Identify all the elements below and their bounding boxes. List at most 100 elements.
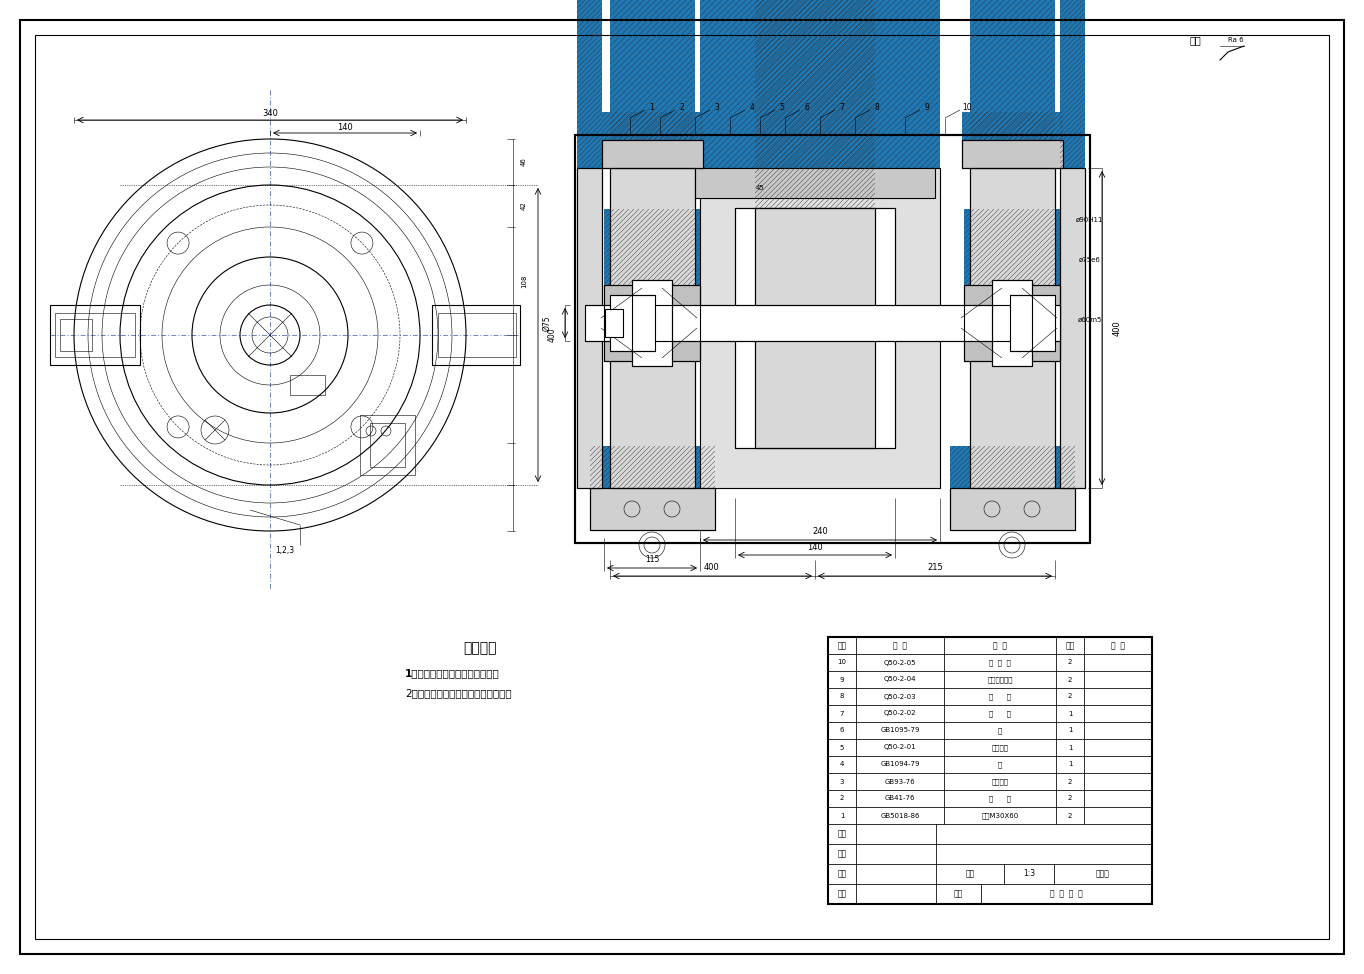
Bar [1056, 637, 1084, 654]
Text: 1: 1 [840, 812, 844, 818]
Bar [857, 671, 944, 688]
Bar [857, 884, 936, 904]
Text: 班级: 班级 [837, 889, 847, 898]
Text: 其余: 其余 [1189, 35, 1200, 45]
Text: 1: 1 [1068, 710, 1072, 717]
Bar [962, 112, 1063, 140]
Bar [828, 790, 857, 807]
Bar [857, 756, 944, 773]
Bar [828, 654, 857, 671]
Bar [1056, 705, 1084, 722]
Bar [949, 488, 1075, 530]
Text: 400: 400 [1113, 320, 1121, 336]
Bar [1084, 654, 1153, 671]
Bar [50, 305, 140, 365]
Bar [944, 756, 1056, 773]
Text: 零      贯: 零 贯 [989, 693, 1011, 699]
Bar [610, 295, 655, 351]
Circle shape [1004, 537, 1020, 553]
Bar [756, 208, 874, 448]
Text: 1: 1 [1068, 728, 1072, 733]
Bar [964, 209, 1060, 285]
Bar [1056, 722, 1084, 739]
Text: 1、装配前，所有部件进行清洗；: 1、装配前，所有部件进行清洗； [405, 668, 499, 678]
Text: ø75e6: ø75e6 [1079, 257, 1101, 263]
Bar [60, 319, 91, 351]
Bar [1056, 756, 1084, 773]
Text: 1: 1 [1068, 762, 1072, 768]
Text: 备  注: 备 注 [1112, 641, 1125, 650]
Bar [1084, 807, 1153, 824]
Text: 车轮组: 车轮组 [1097, 870, 1110, 879]
Bar [577, 168, 602, 488]
Bar [1056, 773, 1084, 790]
Text: Ra 6: Ra 6 [1228, 37, 1244, 43]
Text: 共  张  第  张: 共 张 第 张 [1050, 889, 1083, 898]
Text: 7: 7 [840, 102, 844, 111]
Text: 2: 2 [840, 796, 844, 802]
Text: Q50-2-02: Q50-2-02 [884, 710, 917, 717]
Text: 2: 2 [1068, 778, 1072, 784]
Bar [949, 488, 1075, 530]
Bar [756, 208, 874, 448]
Text: 45: 45 [756, 185, 764, 191]
Text: 400: 400 [547, 327, 557, 342]
Text: 42: 42 [521, 202, 527, 210]
Bar [857, 722, 944, 739]
Bar [1056, 807, 1084, 824]
Text: ø90H11: ø90H11 [1076, 217, 1103, 223]
Bar [857, 637, 944, 654]
Bar [828, 671, 857, 688]
Bar [577, 168, 602, 488]
Text: 400: 400 [704, 564, 720, 573]
Bar [962, 140, 1063, 168]
Text: 6: 6 [805, 102, 809, 111]
Bar [936, 864, 1004, 884]
Bar [944, 773, 1056, 790]
Bar [1084, 739, 1153, 756]
Text: 6: 6 [840, 728, 844, 733]
Bar [936, 884, 981, 904]
Bar [604, 285, 700, 361]
Bar [610, 168, 696, 488]
Bar [438, 313, 516, 357]
Text: ø60m5: ø60m5 [1078, 317, 1102, 323]
Bar [610, 168, 696, 488]
Bar [857, 654, 944, 671]
Bar [828, 807, 857, 824]
Bar [828, 688, 857, 705]
Bar [700, 168, 940, 488]
Text: Q50-2-01: Q50-2-01 [884, 744, 917, 751]
Bar [964, 285, 1060, 361]
Text: Q50-2-05: Q50-2-05 [884, 659, 917, 665]
Text: 复核: 复核 [837, 849, 847, 858]
Bar [1084, 688, 1153, 705]
Bar [432, 305, 520, 365]
Bar [857, 807, 944, 824]
Text: 法  兰  口: 法 兰 口 [989, 659, 1011, 666]
Bar [1060, 168, 1084, 488]
Text: 序号: 序号 [837, 641, 847, 650]
Text: GB5018-86: GB5018-86 [880, 812, 919, 818]
Bar [291, 375, 325, 395]
Text: 比例: 比例 [966, 870, 975, 879]
Bar [944, 807, 1056, 824]
Bar [1084, 637, 1153, 654]
Bar [585, 305, 1060, 341]
Text: 140: 140 [807, 543, 822, 551]
Bar [632, 280, 672, 366]
Text: 圆锥滚子轴承: 圆锥滚子轴承 [988, 676, 1012, 683]
Text: Q50-2-04: Q50-2-04 [884, 677, 917, 683]
Bar [576, 135, 1090, 543]
Text: 46: 46 [521, 158, 527, 167]
Bar [604, 209, 700, 285]
Bar [828, 756, 857, 773]
Bar [828, 637, 857, 654]
Text: 螺栓M30X60: 螺栓M30X60 [981, 812, 1019, 819]
Bar [857, 739, 944, 756]
Text: 2、小车轮装配按工厂有关标准执行。: 2、小车轮装配按工厂有关标准执行。 [405, 688, 512, 698]
Bar [756, 0, 874, 208]
Bar [944, 739, 1056, 756]
Text: GB93-76: GB93-76 [885, 778, 915, 784]
Bar [1060, 0, 1084, 168]
